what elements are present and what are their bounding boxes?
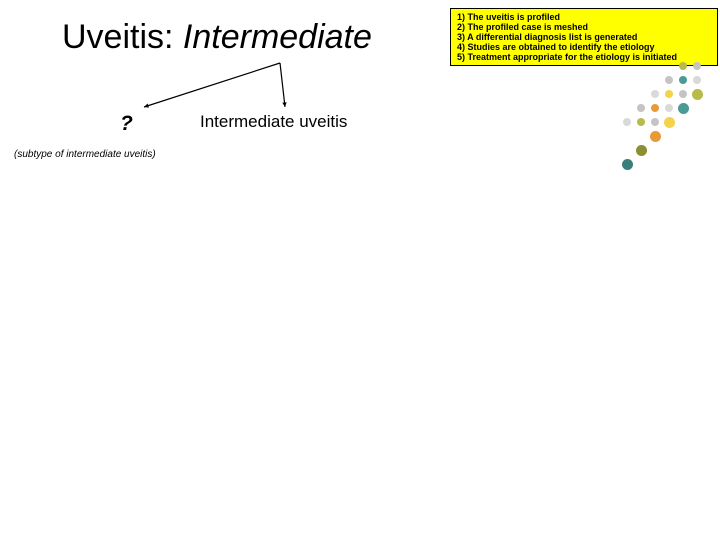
decor-dot xyxy=(651,90,659,98)
branch-left-label: ? xyxy=(120,112,133,136)
branch-right-label: Intermediate uveitis xyxy=(200,112,347,132)
branch-arrows xyxy=(0,0,720,540)
decor-dot xyxy=(692,89,703,100)
decor-dot xyxy=(637,118,645,126)
decor-dot xyxy=(623,118,631,126)
decor-dot xyxy=(622,159,633,170)
decor-dot xyxy=(693,76,701,84)
decor-dot xyxy=(665,104,673,112)
decor-dot xyxy=(679,62,687,70)
decor-dot xyxy=(693,62,701,70)
decor-dot xyxy=(679,90,687,98)
decor-dot xyxy=(636,145,647,156)
decor-dot xyxy=(665,90,673,98)
decor-dot xyxy=(679,76,687,84)
decor-dot xyxy=(650,131,661,142)
decor-dot xyxy=(637,104,645,112)
decor-dot xyxy=(651,118,659,126)
decor-dot xyxy=(678,103,689,114)
decor-dot xyxy=(664,117,675,128)
branch-left-subnote: (subtype of intermediate uveitis) xyxy=(14,149,156,160)
decor-dot xyxy=(651,104,659,112)
decor-dot xyxy=(665,76,673,84)
